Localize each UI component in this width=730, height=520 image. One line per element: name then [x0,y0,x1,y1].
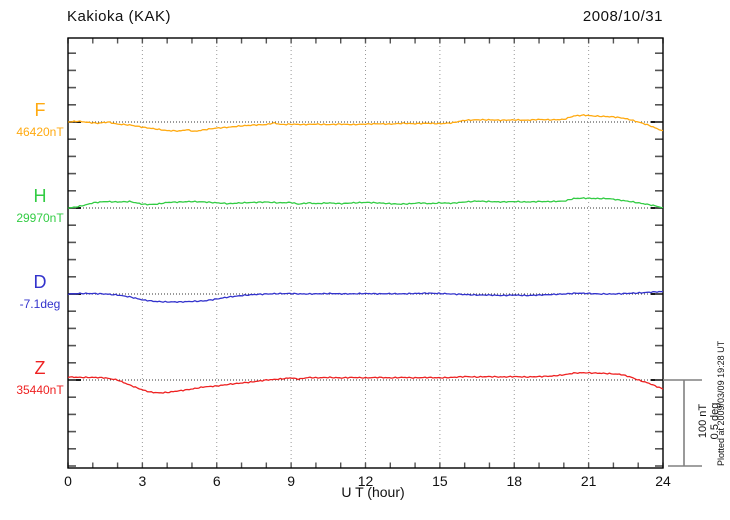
svg-text:15: 15 [432,473,448,489]
trace-F [67,114,664,133]
scale-bar-nt-text: 100 nT [697,403,709,439]
svg-text:18: 18 [506,473,522,489]
svg-text:21: 21 [581,473,597,489]
plotted-at-timestamp: Plotted at 2009/03/09 19:28 UT [716,340,726,466]
channel-d-base-value: -7.1deg [19,297,61,311]
channel-z-label: Z [34,358,46,378]
trace-H [67,197,664,209]
trace-D [67,290,664,304]
svg-text:12: 12 [358,473,374,489]
date-label: 2008/10/31 [582,8,663,25]
svg-text:6: 6 [213,473,221,489]
channel-f-label: F [34,100,46,120]
trace-Z [67,371,664,394]
channel-h-label: H [33,186,47,206]
svg-text:3: 3 [138,473,146,489]
channel-f-base-value: 46420nT [16,125,64,139]
svg-text:9: 9 [287,473,295,489]
page-title: Kakioka (KAK) [67,8,172,25]
svg-text:24: 24 [655,473,671,489]
svg-text:0: 0 [64,473,72,489]
channel-h-base-value: 29970nT [16,211,64,225]
channel-z-base-value: 35440nT [16,383,64,397]
x-axis-title: U T (hour) [341,484,405,500]
channel-d-label: D [33,272,47,292]
